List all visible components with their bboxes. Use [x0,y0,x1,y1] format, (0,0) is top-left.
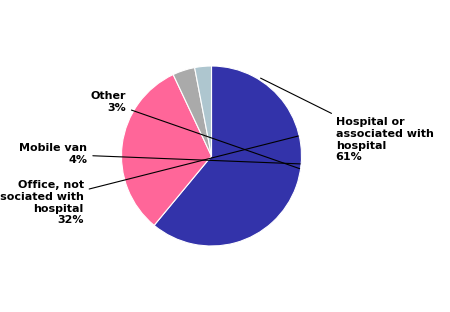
Wedge shape [154,66,302,246]
Text: Office, not
associated with
hospital
32%: Office, not associated with hospital 32% [0,136,298,225]
Wedge shape [173,68,212,156]
Text: Hospital or
associated with
hospital
61%: Hospital or associated with hospital 61% [261,78,434,162]
Wedge shape [122,75,212,225]
Text: Mobile van
4%: Mobile van 4% [19,144,300,165]
Text: Other
3%: Other 3% [90,91,300,169]
Wedge shape [195,66,212,156]
